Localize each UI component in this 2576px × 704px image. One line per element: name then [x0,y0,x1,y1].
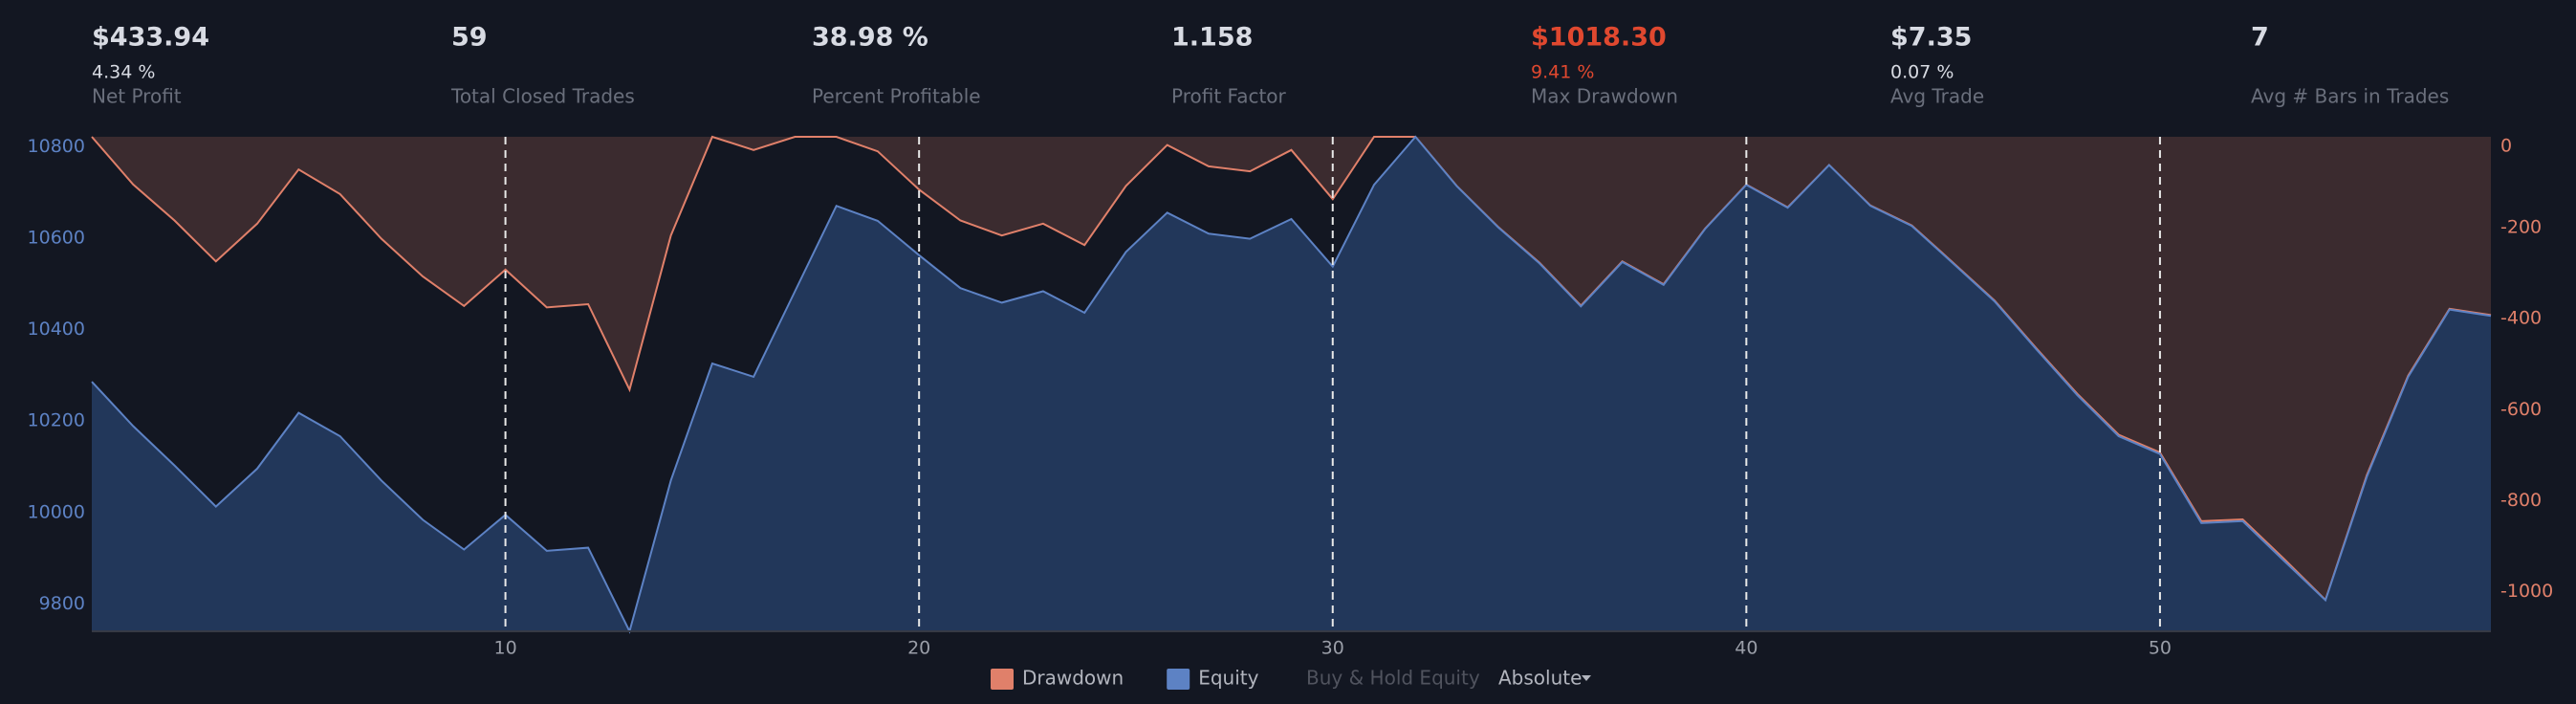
y2-tick-label: -400 [2500,308,2542,329]
y2-tick-label: -600 [2500,399,2542,420]
y-tick-label: 10800 [28,136,85,157]
stat-label: Total Closed Trades [450,85,635,108]
scale-mode[interactable]: Absolute [1498,667,1582,690]
stat-label: Avg Trade [1890,85,1984,108]
stat-value: 38.98 % [812,23,928,53]
stat-label: Net Profit [92,85,182,108]
y2-tick-label: -200 [2500,217,2542,238]
legend-swatch[interactable] [991,669,1014,690]
stat-value: 7 [2251,23,2269,53]
stat-value: $433.94 [92,23,209,53]
stat-label: Profit Factor [1171,85,1287,108]
area-line [91,135,2492,634]
y-tick-label: 10400 [28,319,85,340]
stat-value: 1.158 [1171,23,1253,53]
stat-value: 59 [451,23,488,53]
x-tick-label: 30 [1321,638,1344,659]
stat-label: Max Drawdown [1531,85,1678,108]
y2-tick-label: -1000 [2500,581,2553,602]
y-tick-label: 9800 [39,593,85,614]
y-tick-label: 10000 [28,501,85,522]
legend-inactive[interactable]: Buy & Hold Equity [1306,667,1480,690]
y-tick-label: 10200 [28,410,85,431]
stat-sub: 9.41 % [1531,62,1594,83]
stat-sub: 4.34 % [92,62,155,83]
stat-value: $7.35 [1890,23,1972,53]
legend-swatch[interactable] [1167,669,1190,690]
stat-sub: 0.07 % [1890,62,1954,83]
x-tick-label: 10 [493,638,516,659]
y2-tick-label: 0 [2500,136,2512,157]
legend-label[interactable]: Equity [1198,667,1258,690]
stat-value: $1018.30 [1531,23,1667,53]
area-fill [92,137,2491,631]
stat-label: Avg # Bars in Trades [2251,85,2449,108]
dropdown-arrow[interactable] [1582,675,1591,681]
legend-label[interactable]: Drawdown [1022,667,1124,690]
x-tick-label: 20 [907,638,930,659]
stat-label: Percent Profitable [812,85,981,108]
x-tick-label: 40 [1735,638,1757,659]
y2-tick-label: -800 [2500,490,2542,511]
y-tick-label: 10600 [28,228,85,249]
area-fill [92,137,2491,601]
x-tick-label: 50 [2149,638,2172,659]
